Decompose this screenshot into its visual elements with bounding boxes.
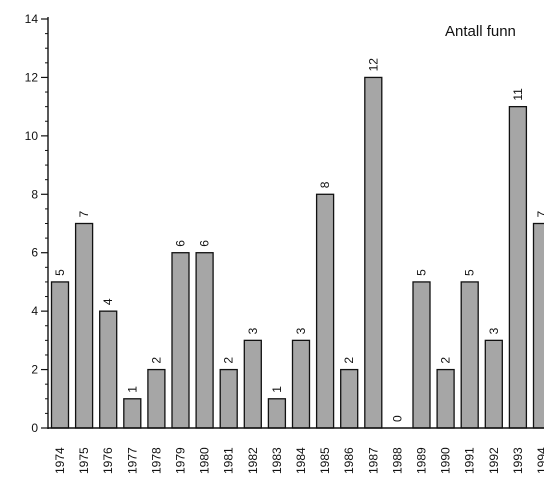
bar: [340, 368, 359, 429]
y-tick-label: 14: [25, 12, 39, 26]
bar: [243, 339, 262, 429]
bars-group: [50, 76, 544, 429]
bar: [460, 281, 479, 429]
bar: [291, 339, 311, 429]
value-label: 8: [318, 181, 332, 188]
value-label: 6: [174, 240, 188, 247]
y-tick-label: 0: [31, 421, 38, 435]
x-tick-label: 1990: [439, 447, 453, 474]
value-label: 7: [77, 211, 91, 218]
value-labels-group: 57412662313821205253117: [53, 58, 544, 422]
x-tick-label: 1992: [487, 447, 501, 474]
y-tick-label: 10: [25, 129, 39, 143]
x-tick-label: 1981: [222, 447, 236, 474]
bar: [436, 368, 455, 429]
value-label: 2: [222, 357, 236, 364]
value-label: 7: [535, 211, 544, 218]
x-tick-label: 1986: [342, 447, 356, 474]
x-tick-label: 1982: [246, 447, 260, 474]
value-label: 11: [511, 88, 525, 101]
bar: [195, 252, 214, 429]
value-label: 3: [246, 327, 260, 334]
y-tick-label: 4: [31, 304, 38, 318]
x-tick-label: 1985: [318, 447, 332, 474]
x-tick-label: 1993: [511, 447, 525, 474]
x-tick-label: 1975: [77, 447, 91, 474]
bar: [123, 398, 142, 429]
x-tick-label: 1980: [198, 447, 212, 474]
bar: [219, 368, 238, 429]
value-label: 2: [439, 357, 453, 364]
x-tick-label: 1974: [53, 447, 67, 474]
x-tick-label: 1987: [366, 447, 380, 474]
value-label: 2: [342, 357, 356, 364]
x-tick-label: 1984: [294, 447, 308, 474]
bar: [508, 105, 528, 429]
value-label: 2: [149, 357, 163, 364]
value-label: 3: [487, 327, 501, 334]
value-label: 1: [125, 386, 139, 393]
value-label: 3: [294, 327, 308, 334]
value-label: 1: [270, 386, 284, 393]
y-tick-label: 12: [25, 70, 39, 84]
bar: [532, 222, 544, 429]
value-label: 5: [53, 269, 67, 276]
x-tick-label: 1991: [463, 447, 477, 474]
x-tick-label: 1976: [101, 447, 115, 474]
bar: [315, 193, 335, 429]
bar: [484, 339, 503, 429]
x-tick-label: 1979: [174, 447, 188, 474]
x-tick-label: 1978: [149, 447, 163, 474]
bar: [171, 252, 190, 429]
value-label: 4: [101, 298, 115, 305]
y-tick-label: 6: [31, 246, 38, 260]
bar: [364, 76, 383, 429]
series-label: Antall funn: [445, 23, 516, 40]
bar: [267, 398, 287, 429]
x-tick-label: 1988: [390, 447, 404, 474]
x-tick-label: 1983: [270, 447, 284, 474]
x-tick-label: 1994: [535, 447, 544, 474]
x-axis: 1974 1975 1976 1977 1978 1979 1980 1981 1982 1983…: [48, 427, 544, 474]
bar: [147, 368, 166, 429]
bar: [50, 281, 70, 429]
bar: [74, 222, 94, 429]
value-label: 5: [415, 269, 429, 276]
value-label: 6: [198, 240, 212, 247]
bar: [99, 310, 118, 429]
x-tick-label: 1989: [415, 447, 429, 474]
bar: [412, 281, 431, 429]
value-label: 5: [463, 269, 477, 276]
value-label: 12: [366, 58, 380, 72]
x-tick-label: 1977: [125, 447, 139, 474]
y-axis: 0 2 4 6 8 10 12 14: [25, 12, 49, 435]
y-tick-label: 8: [31, 187, 38, 201]
y-tick-label: 2: [31, 363, 38, 377]
value-label: 0: [390, 415, 404, 422]
